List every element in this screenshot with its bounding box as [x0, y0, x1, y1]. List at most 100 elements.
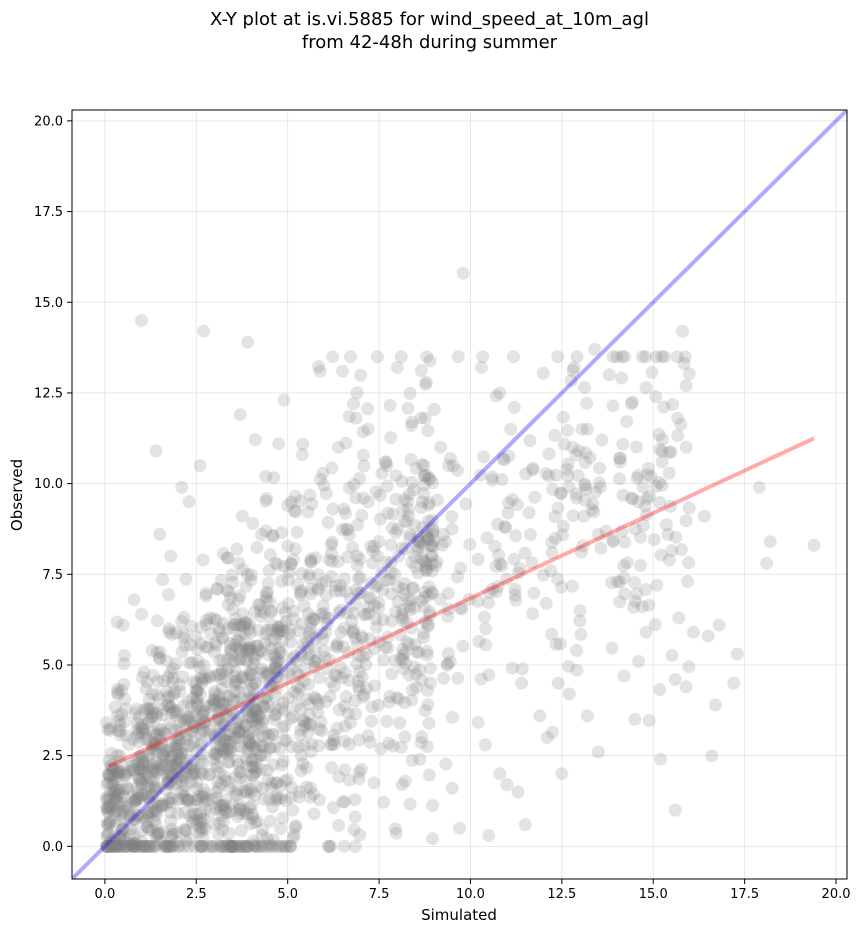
scatter-point	[182, 495, 196, 509]
scatter-point	[263, 741, 277, 755]
scatter-point	[153, 733, 167, 747]
scatter-point	[198, 715, 212, 729]
scatter-point	[354, 586, 368, 600]
scatter-point	[140, 820, 154, 834]
scatter-point	[261, 585, 274, 599]
scatter-point	[260, 763, 274, 777]
scatter-point	[236, 607, 250, 621]
scatter-point	[249, 742, 263, 756]
scatter-point	[420, 350, 434, 364]
scatter-point	[491, 580, 505, 593]
scatter-point	[254, 762, 268, 776]
scatter-point	[540, 731, 554, 744]
scatter-point	[352, 772, 366, 786]
scatter-point	[197, 782, 211, 796]
scatter-point	[293, 728, 307, 742]
scatter-point	[218, 720, 232, 734]
scatter-point	[225, 839, 238, 853]
scatter-point	[377, 653, 391, 667]
scatter-point	[239, 839, 253, 853]
scatter-point	[655, 350, 669, 364]
scatter-point	[401, 494, 415, 508]
scatter-point	[515, 662, 529, 676]
scatter-point	[396, 653, 410, 667]
scatter-point	[270, 776, 284, 790]
scatter-point	[297, 714, 311, 728]
scatter-point	[132, 735, 146, 749]
scatter-point	[281, 691, 295, 705]
scatter-point	[402, 509, 416, 523]
scatter-point	[277, 696, 291, 710]
scatter-point	[243, 800, 256, 814]
scatter-point	[105, 778, 119, 792]
scatter-point	[626, 492, 640, 506]
scatter-point	[191, 813, 205, 826]
scatter-point	[170, 760, 184, 774]
scatter-point	[229, 665, 243, 679]
scatter-point	[158, 825, 171, 839]
scatter-point	[101, 802, 115, 816]
scatter-point	[146, 773, 160, 787]
scatter-point	[230, 542, 244, 556]
scatter-point	[190, 697, 204, 711]
scatter-point	[152, 799, 166, 813]
scatter-point	[241, 807, 255, 821]
scatter-point	[330, 639, 344, 653]
scatter-point	[211, 781, 225, 795]
scatter-point	[151, 723, 165, 737]
scatter-point	[245, 798, 259, 812]
scatter-point	[682, 501, 696, 515]
scatter-point	[292, 624, 306, 638]
scatter-point	[488, 539, 502, 553]
scatter-point	[184, 619, 198, 633]
scatter-point	[100, 790, 114, 804]
scatter-point	[127, 763, 141, 777]
scatter-point	[247, 731, 260, 745]
scatter-point	[391, 595, 405, 609]
scatter-point	[425, 564, 439, 578]
scatter-point	[240, 786, 254, 800]
scatter-point	[302, 628, 316, 642]
scatter-point	[548, 510, 562, 524]
scatter-point	[297, 719, 311, 733]
scatter-point	[320, 662, 334, 675]
scatter-point	[179, 834, 193, 848]
scatter-point	[274, 791, 288, 805]
scatter-point	[189, 683, 203, 697]
scatter-point	[169, 753, 183, 767]
scatter-point	[577, 509, 591, 523]
scatter-point	[268, 713, 282, 727]
scatter-point	[109, 793, 122, 807]
scatter-point	[108, 785, 122, 799]
scatter-point	[339, 436, 353, 450]
scatter-point	[203, 611, 217, 625]
scatter-point	[474, 672, 488, 686]
scatter-point	[285, 661, 298, 675]
scatter-point	[266, 529, 280, 543]
scatter-point	[213, 727, 227, 741]
scatter-point	[208, 713, 222, 727]
scatter-point	[249, 765, 263, 779]
scatter-point	[138, 727, 152, 741]
scatter-point	[101, 768, 115, 782]
scatter-point	[554, 487, 568, 500]
scatter-point	[251, 639, 265, 653]
scatter-point	[336, 522, 350, 536]
scatter-point	[174, 770, 188, 783]
scatter-point	[268, 689, 282, 703]
scatter-point	[152, 692, 166, 705]
scatter-point	[252, 709, 266, 723]
scatter-point	[197, 324, 211, 338]
scatter-point	[232, 634, 246, 648]
scatter-point	[426, 527, 440, 541]
scatter-point	[613, 455, 627, 469]
scatter-point	[420, 375, 433, 389]
scatter-point	[233, 685, 247, 699]
scatter-point	[161, 768, 175, 782]
scatter-point	[237, 785, 251, 799]
scatter-point	[213, 732, 227, 746]
scatter-point	[395, 611, 409, 624]
scatter-point	[352, 765, 366, 779]
scatter-point	[137, 703, 151, 717]
scatter-point	[194, 637, 208, 651]
